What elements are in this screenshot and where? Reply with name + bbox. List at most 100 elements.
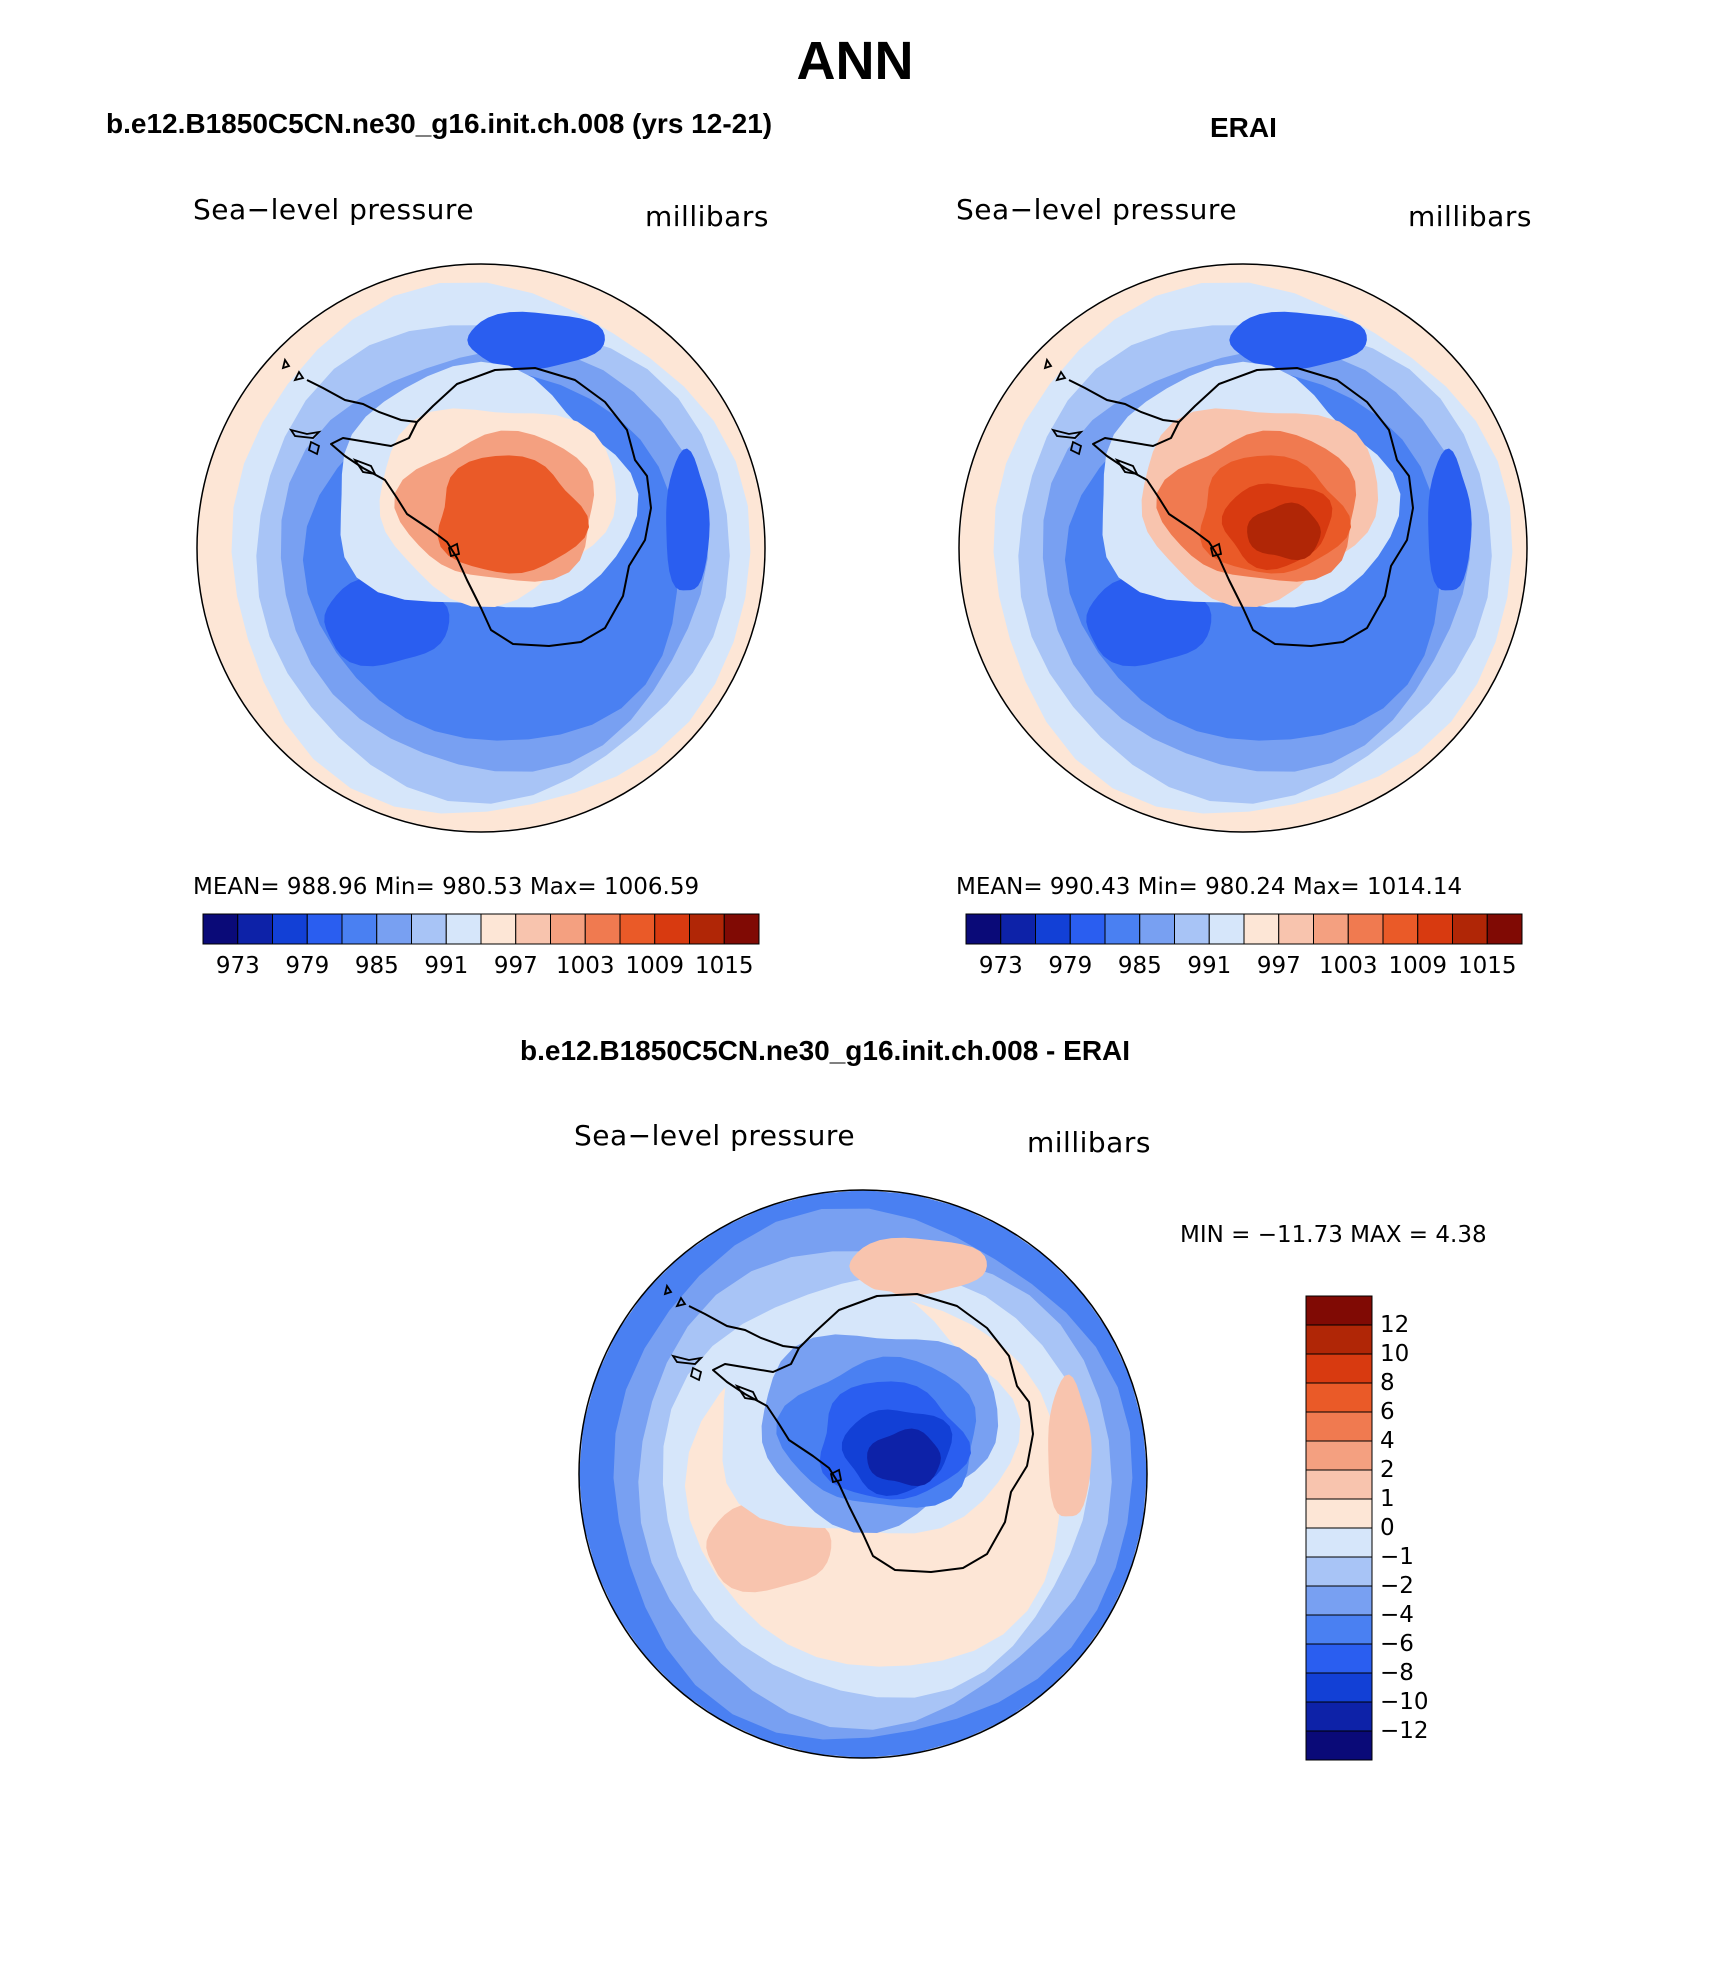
panel1-island [447, 542, 461, 558]
panel3-polar-map [578, 1189, 1148, 1759]
panel3-island [829, 1468, 843, 1484]
panel2-units-label: millibars [1408, 200, 1532, 233]
panel2-colorbar-tick-label: 979 [1048, 953, 1093, 979]
panel2-colorbar-tick-label: 991 [1187, 953, 1232, 979]
panel3-colorbar-tick-label: −10 [1380, 1689, 1429, 1715]
panel1-colorbar-swatch [237, 913, 273, 945]
panel3-colorbar-labels: 12 10 8 6 4 2 1 0 −1 −2 −4 −6 −8 −10 −12 [1380, 1296, 1460, 1760]
panel3-island [675, 1296, 687, 1308]
panel2-colorbar-swatch [1104, 913, 1141, 945]
panel2-case-title: ERAI [1210, 112, 1277, 143]
panel1-colorbar-swatch [654, 913, 690, 945]
panel2-map-border [958, 263, 1528, 833]
panel2-island [1043, 357, 1053, 370]
panel2-colorbar-swatch [1243, 913, 1280, 945]
panel3-colorbar-tick-label: −12 [1380, 1718, 1429, 1744]
panel3-colorbar-swatch [1305, 1585, 1373, 1616]
panel2-colorbar-swatch [1452, 913, 1488, 945]
panel3-colorbar-swatch [1305, 1614, 1373, 1645]
panel3-peninsula-coastline [688, 1305, 800, 1349]
panel1-colorbar-swatch [619, 913, 656, 945]
panel2-island [1209, 542, 1223, 558]
panel3-plateau-layer [867, 1428, 941, 1487]
panel2-colorbar-labels: 973 979 985 991 997 1003 1009 1015 [966, 953, 1522, 983]
panel3-colorbar-swatch [1305, 1469, 1373, 1500]
panel1-colorbar-swatch [515, 913, 551, 945]
panel1-map-border [196, 263, 766, 833]
panel2-colorbar-swatch [1174, 913, 1210, 945]
panel2-colorbar-swatch [1139, 913, 1175, 945]
panel1-colorbar-labels: 973 979 985 991 997 1003 1009 1015 [203, 953, 759, 983]
panel1-peninsula-coastline [306, 379, 418, 423]
panel1-colorbar-swatch [411, 913, 447, 945]
panel3-variable-label: Sea−level pressure [574, 1119, 856, 1152]
panel3-colorbar-swatch [1305, 1527, 1373, 1558]
panel2-island [1069, 440, 1083, 456]
panel2-colorbar-swatch [965, 913, 1002, 945]
panel2-low-lobe [1428, 448, 1472, 591]
panel2-island [1050, 428, 1084, 439]
panel3-low-lobe [849, 1237, 987, 1297]
panel2-colorbar-tick-label: 973 [978, 953, 1023, 979]
panel3-coastline [712, 1293, 1034, 1573]
panel2-colorbar-swatch [1208, 913, 1245, 945]
panel1-low-lobe [467, 311, 605, 371]
panel3-colorbar-swatch [1305, 1295, 1373, 1326]
panel3-colorbar-tick-label: 8 [1380, 1370, 1395, 1396]
panel1-colorbar-swatch [723, 913, 760, 945]
page-title: ANN [796, 31, 914, 91]
panel2-colorbar-swatch [1313, 913, 1349, 945]
panel1-polar-map [196, 263, 766, 833]
panel2-colorbar-swatch [1347, 913, 1384, 945]
panel2-peninsula-coastline [1068, 379, 1180, 423]
panel1-colorbar-swatch [202, 913, 239, 945]
panel3-colorbar-tick-label: −4 [1380, 1602, 1414, 1628]
panel2-colorbar-swatch [1278, 913, 1314, 945]
panel1-island [293, 370, 305, 382]
panel1-colorbar-tick-label: 991 [424, 953, 469, 979]
panel2-colorbar-swatch [1000, 913, 1036, 945]
panel2-field [959, 264, 1527, 832]
panel3-stats: MIN = −11.73 MAX = 4.38 [1180, 1222, 1487, 1248]
panel2-stats: MEAN= 990.43 Min= 980.24 Max= 1014.14 [956, 874, 1463, 900]
panel1-colorbar-tick-label: 985 [354, 953, 399, 979]
panel1-colorbar-tick-label: 1003 [556, 953, 615, 979]
panel2-variable-label: Sea−level pressure [956, 193, 1238, 226]
panel1-island [352, 458, 377, 476]
panel1-colorbar-swatch [306, 913, 343, 945]
panel1-colorbar-swatch [341, 913, 378, 945]
panel2-low-lobe [1229, 311, 1367, 371]
panel3-island [663, 1283, 673, 1296]
panel1-colorbar-swatch [689, 913, 725, 945]
panel2-island [1114, 458, 1139, 476]
panel3-colorbar-tick-label: −6 [1380, 1631, 1414, 1657]
panel2-colorbar-tick-label: 1009 [1388, 953, 1448, 979]
panel3-map-border [578, 1189, 1148, 1759]
panel3-colorbar-tick-label: −2 [1380, 1573, 1414, 1599]
panel2-plateau-layer [1247, 502, 1321, 561]
panel1-island [307, 440, 321, 456]
panel3-colorbar-tick-label: 1 [1380, 1486, 1395, 1512]
panel3-colorbar-swatch [1305, 1643, 1373, 1674]
panel3-units-label: millibars [1027, 1126, 1151, 1159]
panel2-colorbar-swatch [1069, 913, 1106, 945]
panel1-colorbar-swatch [272, 913, 308, 945]
panel1-island [281, 357, 291, 370]
panel1-colorbar-tick-label: 979 [285, 953, 330, 979]
panel1-colorbar-swatch [584, 913, 621, 945]
panel3-colorbar-swatch [1305, 1411, 1373, 1442]
panel3-colorbar-swatch [1305, 1730, 1373, 1761]
panel1-colorbar-tick-label: 1009 [625, 953, 685, 979]
panel3-colorbar-swatch [1305, 1324, 1373, 1355]
panel2-colorbar-tick-label: 985 [1117, 953, 1162, 979]
panel2-island [1055, 370, 1067, 382]
panel3-colorbar-tick-label: 2 [1380, 1457, 1395, 1483]
panel3-colorbar-swatch [1305, 1440, 1373, 1471]
panel1-colorbar-tick-label: 997 [493, 953, 538, 979]
panel3-case-title: b.e12.B1850C5CN.ne30_g16.init.ch.008 - E… [520, 1035, 1131, 1066]
panel2-colorbar-swatch [1417, 913, 1453, 945]
panel3-low-lobe [1048, 1374, 1092, 1517]
panel3-colorbar-tick-label: −8 [1380, 1660, 1414, 1686]
panel1-units-label: millibars [645, 200, 769, 233]
panel1-colorbar-swatch [445, 913, 482, 945]
